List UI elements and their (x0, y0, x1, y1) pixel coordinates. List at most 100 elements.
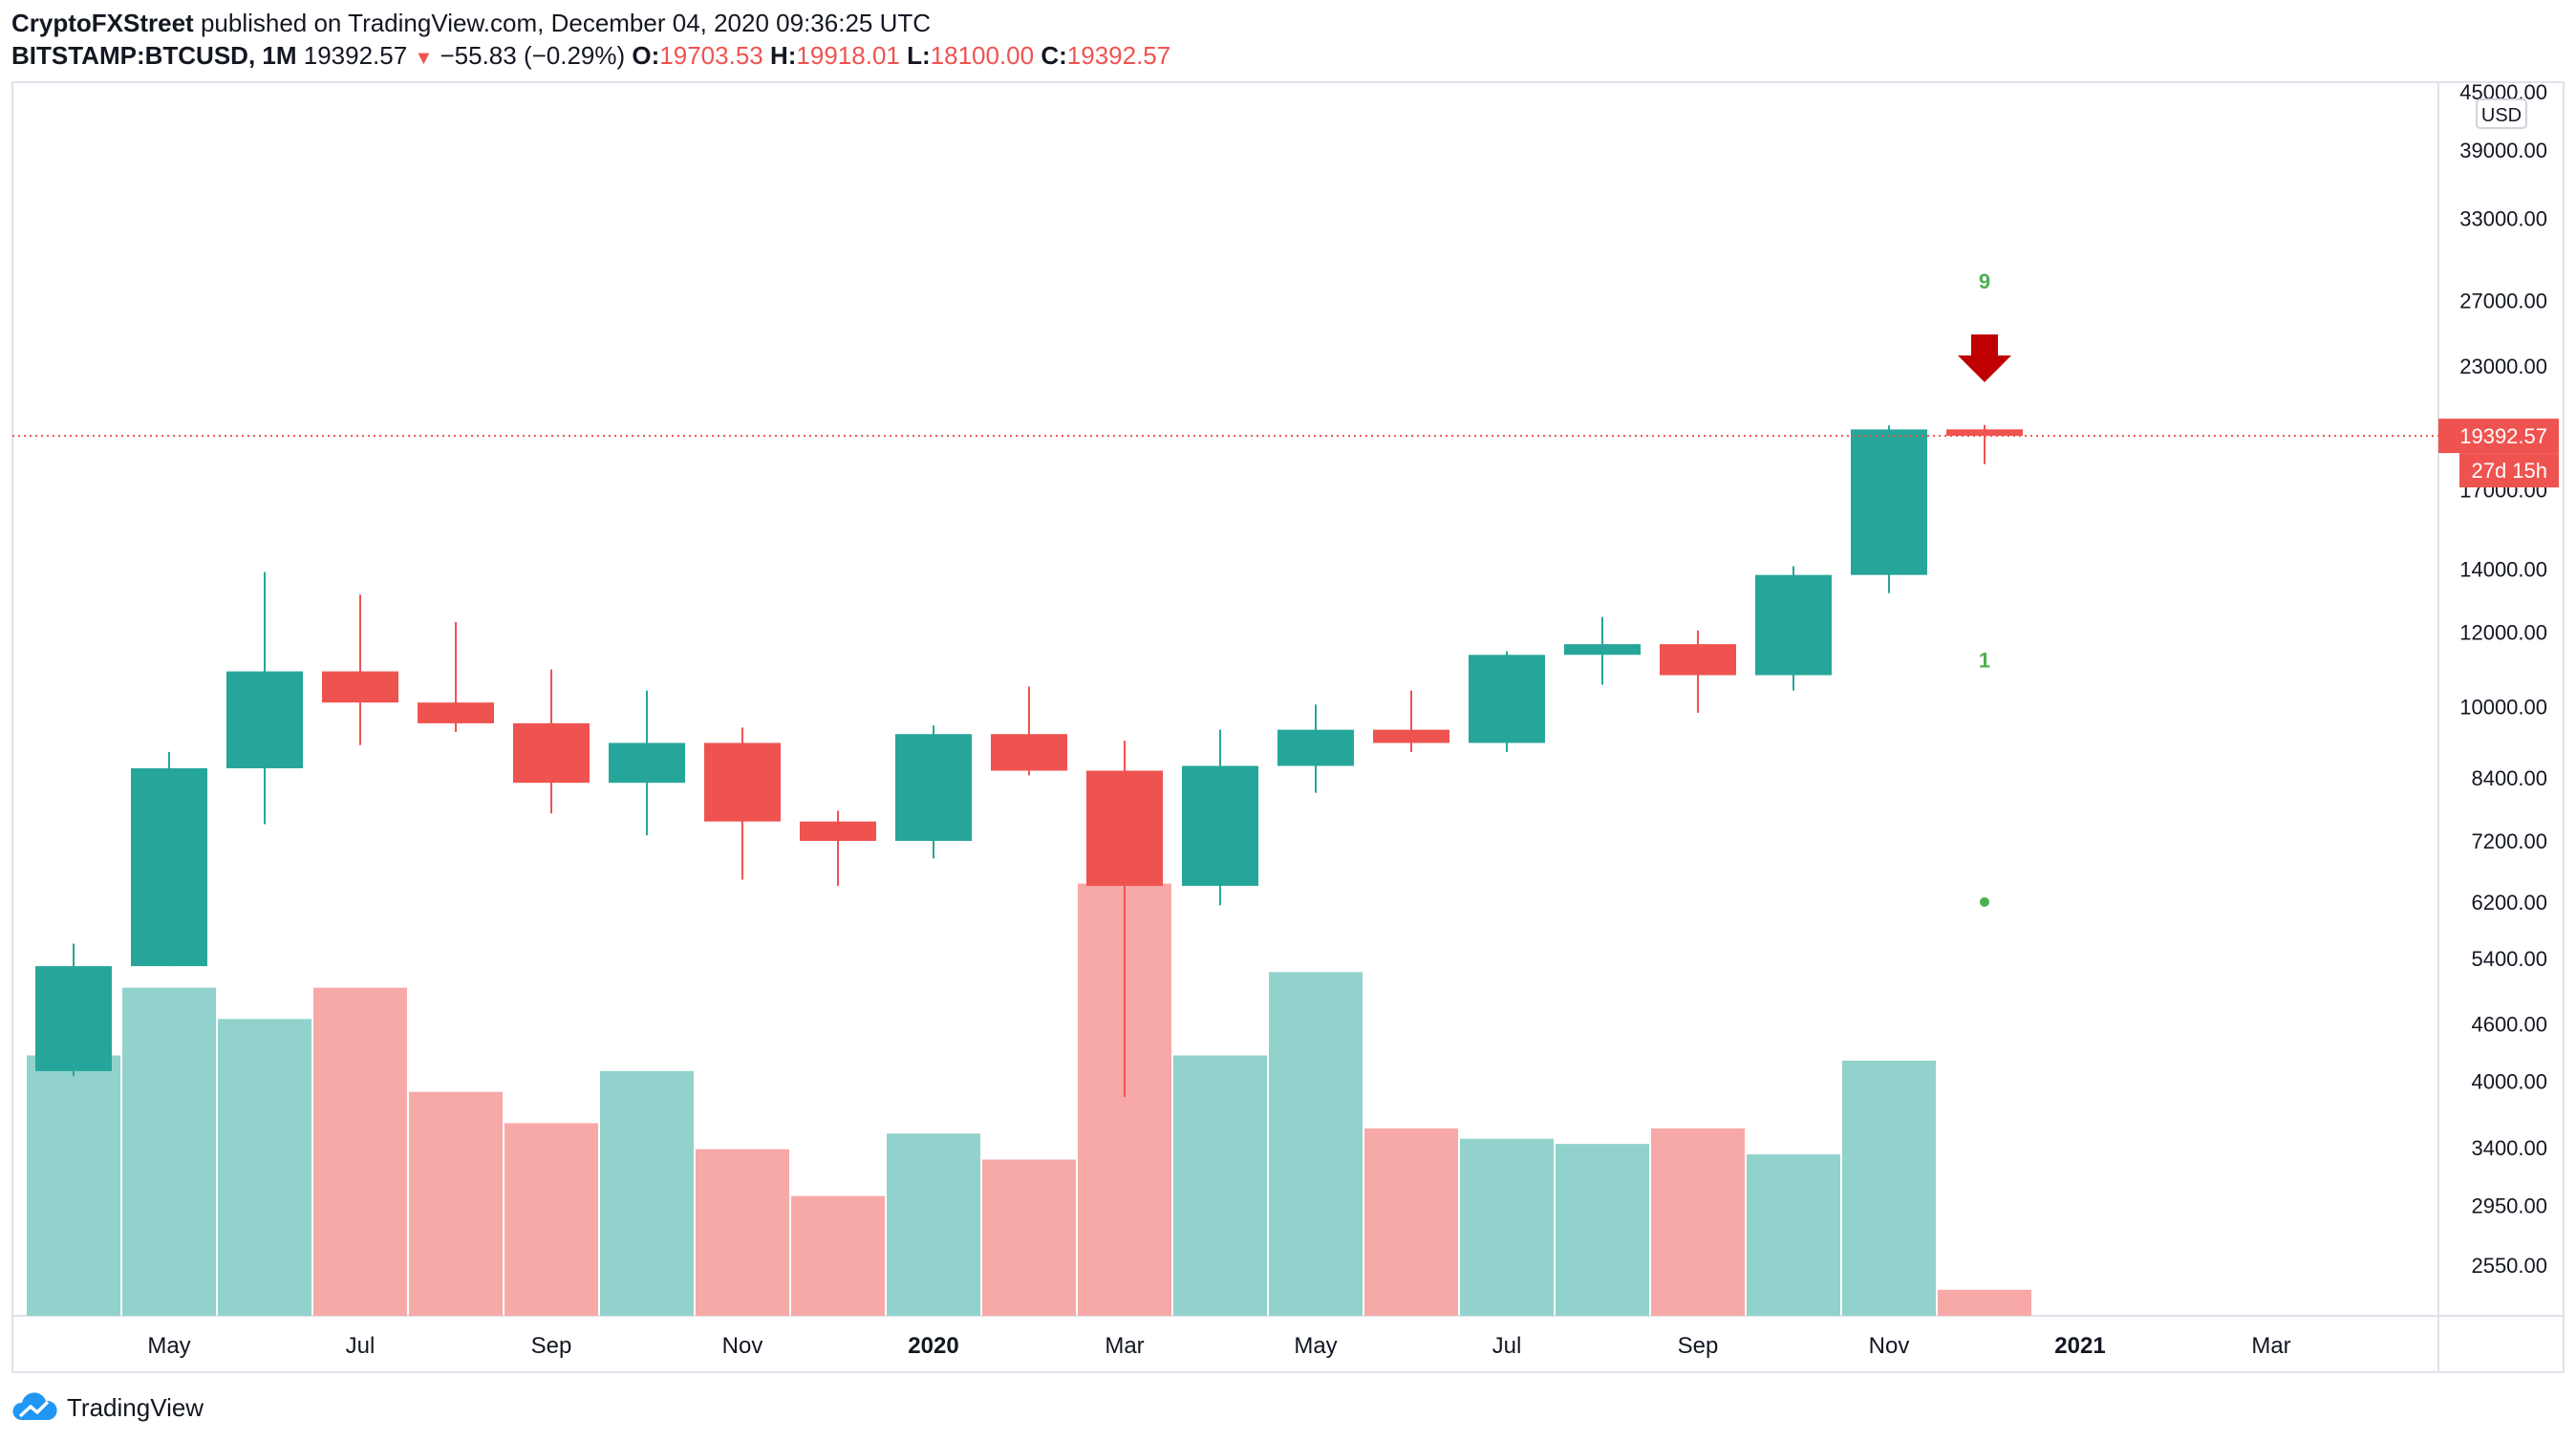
publication-line: CryptoFXStreet published on TradingView.… (11, 6, 931, 40)
volume-bar (218, 1019, 311, 1316)
volume-bar (791, 1195, 885, 1316)
time-tick-label: Nov (1869, 1333, 1910, 1359)
price-tick-label: 4000.00 (2471, 1069, 2547, 1093)
change-value: −55.83 (−0.29%) (440, 41, 626, 70)
open-value: 19703.53 (659, 41, 763, 70)
symbol-label[interactable]: BITSTAMP:BTCUSD, 1M (11, 41, 297, 70)
last-price-tag (2438, 419, 2559, 454)
open-label: O: (632, 41, 660, 70)
price-tick-label: 8400.00 (2471, 766, 2547, 790)
candle-body[interactable] (991, 734, 1067, 771)
change-down-icon: ▼ (414, 48, 434, 69)
price-tick-label: 33000.00 (2459, 207, 2547, 231)
tradingview-brand[interactable]: TradingView (67, 1392, 204, 1422)
price-tick-label: 3400.00 (2471, 1136, 2547, 1160)
candle-body[interactable] (1755, 574, 1832, 676)
candle-body[interactable] (1469, 655, 1545, 743)
price-tick-label: 23000.00 (2459, 355, 2547, 378)
low-value: 18100.00 (930, 41, 1035, 70)
candle-body[interactable] (35, 966, 112, 1071)
candle-body[interactable] (513, 722, 590, 784)
footer: TradingView (11, 1391, 204, 1424)
price-tick-label: 27000.00 (2459, 290, 2547, 313)
time-tick-label: May (147, 1333, 190, 1359)
time-tick-label: Sep (1678, 1333, 1719, 1359)
currency-box[interactable] (2476, 98, 2527, 129)
td-signal-dot (1980, 896, 1989, 907)
candle-body[interactable] (1564, 644, 1641, 656)
candle-body[interactable] (1946, 429, 2023, 437)
volume-bar (1938, 1289, 2031, 1316)
publication-info: published on TradingView.com, December 0… (200, 9, 932, 37)
price-axis[interactable]: 45000.0039000.0033000.0027000.0023000.00… (2459, 80, 2547, 1278)
time-tick-label: Jul (1492, 1333, 1522, 1359)
price-tick-label: 5400.00 (2471, 947, 2547, 971)
time-axis[interactable]: May Jul Sep Nov 2020 Mar May Jul Sep Nov 2021 Mar (147, 1333, 2290, 1359)
volume-bar (1269, 972, 1363, 1316)
td-sequential-indicator: 91 (1958, 269, 2011, 907)
td-count-label: 1 (1979, 649, 1990, 673)
candle-body[interactable] (1851, 429, 1927, 575)
volume-bar (600, 1070, 694, 1316)
candle-body[interactable] (1086, 770, 1163, 887)
volume-bar (696, 1149, 789, 1316)
volume-bar (122, 987, 216, 1316)
close-value: 19392.57 (1066, 41, 1171, 70)
tradingview-cloud-icon[interactable] (11, 1391, 59, 1424)
price-labels: 19392.57 27d 15h (2438, 419, 2559, 488)
volume-bar (1460, 1138, 1554, 1316)
volume-bar (409, 1091, 503, 1316)
price-tick-label: 12000.00 (2459, 620, 2547, 644)
volume-series (27, 883, 2031, 1316)
symbol-legend: BITSTAMP:BTCUSD, 1M 19392.57 ▼ −55.83 (−… (11, 38, 1170, 75)
volume-bar (1747, 1154, 1840, 1316)
time-tick-label: 2020 (908, 1333, 958, 1359)
time-tick-label: Jul (346, 1333, 376, 1359)
volume-bar (982, 1159, 1076, 1316)
time-tick-label: 2021 (2054, 1333, 2105, 1359)
high-label: H: (769, 41, 797, 70)
volume-bar (27, 1055, 120, 1316)
price-tick-label: 2950.00 (2471, 1194, 2547, 1218)
volume-bar (1842, 1060, 1936, 1316)
chart-frame (11, 81, 2565, 1373)
candle-body[interactable] (1182, 765, 1258, 887)
candle-body[interactable] (1277, 729, 1354, 766)
candle-body[interactable] (418, 702, 494, 723)
volume-bar (887, 1133, 980, 1316)
last-price-tag-label: 19392.57 (2459, 424, 2547, 448)
price-tick-label: 10000.00 (2459, 695, 2547, 719)
countdown-tag (2459, 453, 2559, 488)
volume-bar (1556, 1144, 1649, 1316)
price-tick-label: 39000.00 (2459, 139, 2547, 162)
candle-body[interactable] (800, 821, 876, 842)
candle-body[interactable] (1660, 644, 1736, 676)
candle-body[interactable] (609, 742, 685, 784)
time-tick-label: Nov (722, 1333, 763, 1359)
time-tick-label: Mar (1105, 1333, 1144, 1359)
volume-bar (1651, 1128, 1745, 1316)
candle-body[interactable] (131, 767, 207, 967)
countdown-tag-label: 27d 15h (2471, 459, 2547, 483)
candle-body[interactable] (1373, 729, 1449, 743)
sell-arrow-icon (1958, 334, 2011, 382)
price-tick-label: 7200.00 (2471, 829, 2547, 853)
candle-series (12, 424, 2438, 1097)
candle-body[interactable] (704, 742, 781, 822)
price-tick-label: 6200.00 (2471, 891, 2547, 914)
volume-bar (1364, 1128, 1458, 1316)
volume-bar (1173, 1055, 1267, 1316)
volume-bar (504, 1123, 598, 1316)
currency-label[interactable]: USD (2481, 105, 2522, 126)
author-name[interactable]: CryptoFXStreet (11, 9, 194, 37)
td-count-label: 9 (1979, 269, 1990, 293)
candle-body[interactable] (226, 671, 303, 768)
price-tick-label: 14000.00 (2459, 558, 2547, 582)
candle-body[interactable] (895, 734, 972, 842)
time-tick-label: Sep (531, 1333, 572, 1359)
price-tick-label: 2550.00 (2471, 1254, 2547, 1278)
high-value: 19918.01 (796, 41, 900, 70)
volume-bar (313, 987, 407, 1316)
candle-body[interactable] (322, 671, 398, 703)
